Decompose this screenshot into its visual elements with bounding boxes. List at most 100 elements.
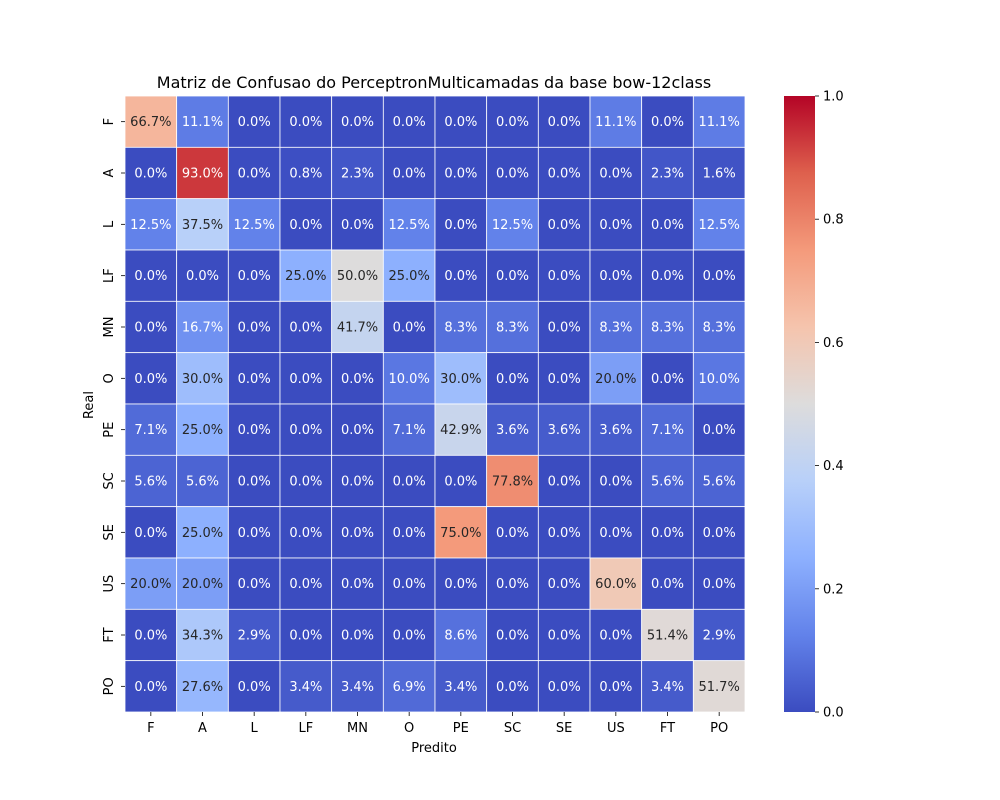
cell-value-label: 0.0% xyxy=(496,115,529,130)
heatmap-cell xyxy=(692,660,746,713)
cell-value-label: 25.0% xyxy=(182,526,223,541)
heatmap-cell xyxy=(434,300,488,354)
colorbar-tick-label: 0.4 xyxy=(823,459,844,474)
cell-value-label: 0.0% xyxy=(238,526,271,541)
x-tick-label: PO xyxy=(710,721,728,736)
cell-value-label: 0.0% xyxy=(599,475,632,490)
cell-value-label: 0.0% xyxy=(548,680,581,695)
x-axis: F A L LF MN O PE SC SE US FT PO xyxy=(147,712,728,736)
heatmap-cell xyxy=(124,608,178,662)
heatmap-cell xyxy=(331,300,384,354)
cell-value-label: 0.0% xyxy=(341,629,374,644)
cell-value-label: 3.6% xyxy=(496,423,529,438)
cell-value-label: 3.4% xyxy=(651,680,684,695)
cell-value-label: 0.0% xyxy=(548,475,581,490)
colorbar-tick-label: 1.0 xyxy=(823,90,844,105)
heatmap-cell xyxy=(486,608,539,662)
cell-value-label: 3.6% xyxy=(548,423,581,438)
y-tick-label: LF xyxy=(102,268,117,283)
heatmap-cell xyxy=(382,608,436,662)
heatmap-cell xyxy=(124,95,178,148)
cell-value-label: 8.6% xyxy=(444,629,477,644)
cell-value-label: 0.0% xyxy=(289,475,322,490)
y-tick-label: A xyxy=(102,168,117,177)
cell-value-label: 7.1% xyxy=(134,423,167,438)
heatmap-cell xyxy=(279,249,333,302)
cell-value-label: 0.0% xyxy=(341,475,374,490)
cell-value-label: 2.9% xyxy=(703,629,736,644)
cell-value-label: 0.0% xyxy=(599,526,632,541)
cell-value-label: 0.0% xyxy=(496,269,529,284)
heatmap-cell xyxy=(641,608,694,662)
heatmap-cell xyxy=(227,506,281,559)
cell-value-label: 0.0% xyxy=(444,167,477,182)
cell-value-label: 12.5% xyxy=(389,218,430,233)
heatmap-cell xyxy=(434,249,488,302)
cell-value-label: 0.0% xyxy=(393,475,426,490)
heatmap-cell xyxy=(589,352,643,405)
cell-value-label: 0.0% xyxy=(238,115,271,130)
heatmap-cell xyxy=(227,608,281,662)
cell-value-label: 51.7% xyxy=(699,680,740,695)
cell-value-label: 0.0% xyxy=(186,269,219,284)
heatmap-cell xyxy=(176,557,229,610)
cell-value-label: 0.0% xyxy=(496,167,529,182)
heatmap-cell xyxy=(537,506,591,559)
x-axis-label: Predito xyxy=(411,741,457,756)
cell-value-label: 8.3% xyxy=(703,321,736,336)
cell-value-label: 0.0% xyxy=(496,577,529,592)
heatmap-cell xyxy=(641,403,694,456)
heatmap-cell xyxy=(382,95,436,148)
cell-value-label: 2.9% xyxy=(238,629,271,644)
heatmap-cell xyxy=(279,95,333,148)
cell-value-label: 0.0% xyxy=(548,372,581,387)
x-tick-label: A xyxy=(198,721,207,736)
heatmap-cell xyxy=(382,249,436,302)
cell-value-label: 0.0% xyxy=(496,526,529,541)
heatmap-cell xyxy=(331,403,384,456)
heatmap-cell xyxy=(589,454,643,508)
cell-value-label: 0.0% xyxy=(238,269,271,284)
cell-value-label: 0.0% xyxy=(703,526,736,541)
cell-value-label: 34.3% xyxy=(182,629,223,644)
heatmap-cell xyxy=(692,249,746,302)
cell-value-label: 75.0% xyxy=(440,526,481,541)
cell-value-label: 3.4% xyxy=(341,680,374,695)
cell-value-label: 5.6% xyxy=(186,475,219,490)
heatmap-cell xyxy=(176,300,229,354)
cell-value-label: 0.0% xyxy=(289,629,322,644)
heatmap-cell xyxy=(589,249,643,302)
heatmap-cell xyxy=(537,146,591,200)
heatmap-cell xyxy=(331,198,384,251)
heatmap-cell xyxy=(279,198,333,251)
cell-value-label: 0.0% xyxy=(341,577,374,592)
colorbar-tick-label: 0.8 xyxy=(823,213,844,228)
cell-value-label: 25.0% xyxy=(182,423,223,438)
heatmap-cell xyxy=(434,506,488,559)
cell-value-label: 0.0% xyxy=(238,475,271,490)
cell-value-label: 0.0% xyxy=(599,680,632,695)
heatmap-cell xyxy=(124,352,178,405)
heatmap-cell xyxy=(589,146,643,200)
heatmap-cell xyxy=(589,660,643,713)
cell-value-label: 25.0% xyxy=(285,269,326,284)
cell-value-label: 0.0% xyxy=(393,167,426,182)
cell-value-label: 0.0% xyxy=(341,115,374,130)
cell-value-label: 0.0% xyxy=(238,167,271,182)
x-tick-label: SE xyxy=(556,721,572,736)
x-tick-label: FT xyxy=(660,721,675,736)
colorbar-tick-label: 0.6 xyxy=(823,336,844,351)
cell-value-label: 20.0% xyxy=(130,577,171,592)
cell-value-label: 0.0% xyxy=(444,475,477,490)
cell-value-label: 10.0% xyxy=(389,372,430,387)
heatmap-cell xyxy=(124,506,178,559)
cell-value-label: 0.0% xyxy=(444,218,477,233)
cell-value-label: 0.0% xyxy=(289,321,322,336)
heatmap-cell xyxy=(692,95,746,148)
heatmap-cell xyxy=(589,95,643,148)
cell-value-label: 50.0% xyxy=(337,269,378,284)
y-axis-label: Real xyxy=(82,391,97,419)
cell-value-label: 41.7% xyxy=(337,321,378,336)
x-tick-label: SC xyxy=(504,721,521,736)
x-tick-label: F xyxy=(147,721,154,736)
